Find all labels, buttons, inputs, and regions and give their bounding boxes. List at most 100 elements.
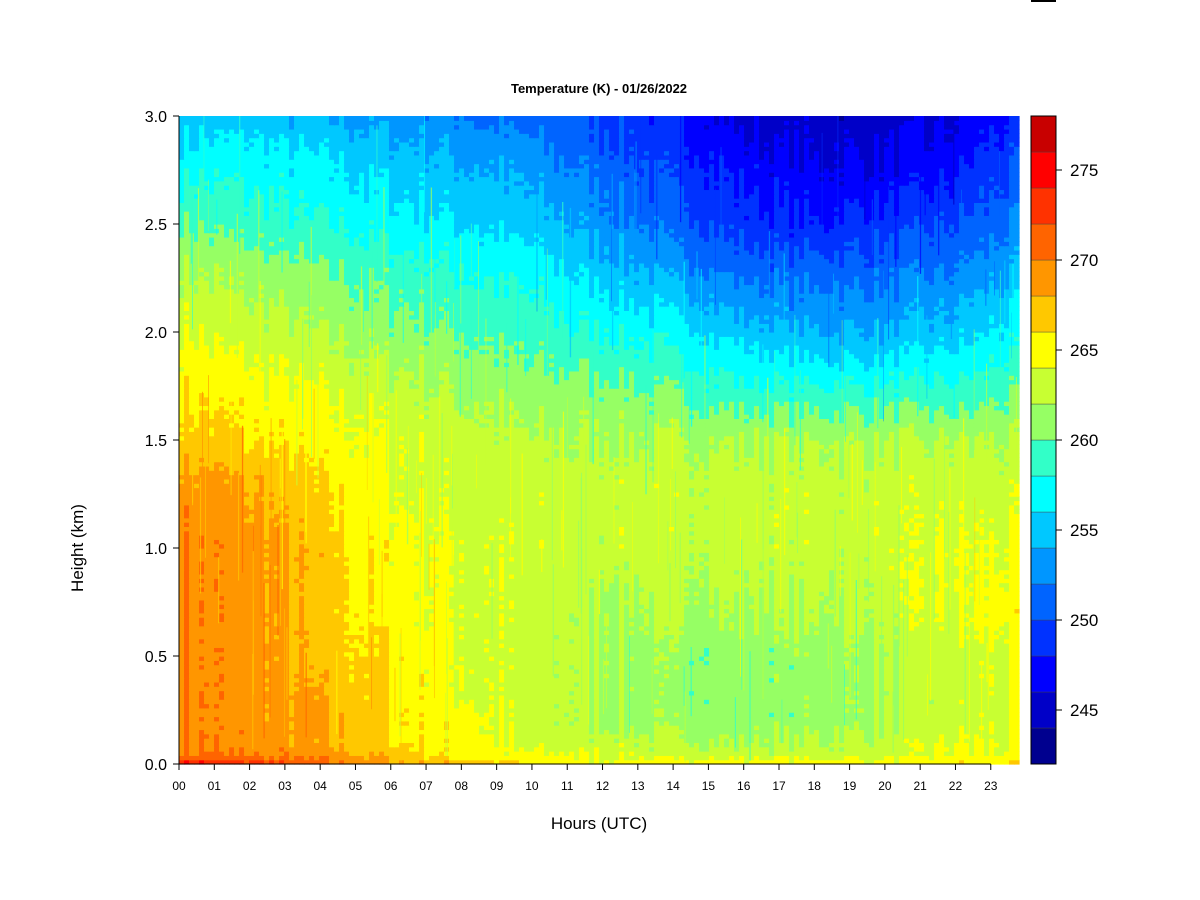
heatmap-cell xyxy=(274,691,280,696)
heatmap-cell xyxy=(414,721,420,726)
heatmap-cell xyxy=(284,712,290,717)
heatmap-cell xyxy=(354,725,360,730)
heatmap-cell xyxy=(609,691,615,696)
heatmap-cell xyxy=(929,716,935,721)
heatmap-cell xyxy=(459,738,465,743)
heatmap-cell xyxy=(1009,738,1015,743)
heatmap-cell xyxy=(769,665,775,670)
heatmap-cell xyxy=(224,738,230,743)
heatmap-cell xyxy=(504,747,510,752)
heatmap-cell xyxy=(354,652,360,657)
heatmap-cell xyxy=(774,747,780,752)
heatmap-cell xyxy=(574,729,580,734)
heatmap-cell xyxy=(514,721,520,726)
heatmap-cell xyxy=(684,686,690,691)
heatmap-cell xyxy=(244,747,250,752)
heatmap-cell xyxy=(509,734,515,739)
heatmap-cell xyxy=(254,673,260,678)
heatmap-cell xyxy=(289,738,295,743)
heatmap-cell xyxy=(789,682,795,687)
heatmap-cell xyxy=(274,751,280,756)
heatmap-cell xyxy=(789,721,795,726)
heatmap-cell xyxy=(724,652,730,657)
heatmap-cell xyxy=(209,747,215,752)
heatmap-cell xyxy=(959,729,965,734)
heatmap-cell xyxy=(304,751,310,756)
heatmap-cell xyxy=(334,639,340,644)
heatmap-cell xyxy=(869,695,875,700)
heatmap-cell xyxy=(834,656,840,661)
heatmap-cell xyxy=(789,660,795,665)
heatmap-cell xyxy=(744,669,750,674)
heatmap-cell xyxy=(289,691,295,696)
heatmap-cell xyxy=(224,742,230,747)
heatmap-cell xyxy=(799,686,805,691)
heatmap-cell xyxy=(379,695,385,700)
heatmap-cell xyxy=(509,678,515,683)
heatmap-cell xyxy=(469,716,475,721)
heatmap-cell xyxy=(594,665,600,670)
heatmap-cell xyxy=(329,652,335,657)
heatmap-cell xyxy=(484,747,490,752)
heatmap-cell xyxy=(894,669,900,674)
heatmap-cell xyxy=(549,678,555,683)
heatmap-cell xyxy=(674,673,680,678)
heatmap-cell xyxy=(949,712,955,717)
heatmap-cell xyxy=(449,716,455,721)
heatmap-cell xyxy=(319,725,325,730)
heatmap-cell xyxy=(669,742,675,747)
heatmap-cell xyxy=(984,738,990,743)
heatmap-cell xyxy=(809,686,815,691)
heatmap-cell xyxy=(729,725,735,730)
heatmap-cell xyxy=(919,669,925,674)
heatmap-cell xyxy=(934,647,940,652)
heatmap-cell xyxy=(634,673,640,678)
heatmap-cell xyxy=(664,734,670,739)
heatmap-cell xyxy=(649,652,655,657)
heatmap-cell xyxy=(199,691,205,696)
heatmap-cell xyxy=(814,643,820,648)
heatmap-cell xyxy=(229,643,235,648)
heatmap-cell xyxy=(864,660,870,665)
heatmap-cell xyxy=(839,665,845,670)
heatmap-cell xyxy=(264,691,270,696)
heatmap-cell xyxy=(934,704,940,709)
heatmap-cell xyxy=(694,643,700,648)
heatmap-cell xyxy=(944,695,950,700)
heatmap-cell xyxy=(809,699,815,704)
heatmap-cell xyxy=(784,704,790,709)
heatmap-cell xyxy=(644,682,650,687)
heatmap-cell xyxy=(224,721,230,726)
heatmap-cell xyxy=(469,751,475,756)
heatmap-cell xyxy=(944,751,950,756)
heatmap-cell xyxy=(1014,742,1020,747)
heatmap-cell xyxy=(1004,760,1010,765)
heatmap-cell xyxy=(179,721,185,726)
heatmap-cell xyxy=(769,729,775,734)
heatmap-cell xyxy=(999,699,1005,704)
heatmap-cell xyxy=(219,712,225,717)
heatmap-cell xyxy=(184,755,190,760)
heatmap-cell xyxy=(959,704,965,709)
heatmap-cell xyxy=(319,686,325,691)
heatmap-cell xyxy=(679,729,685,734)
heatmap-cell xyxy=(384,673,390,678)
heatmap-cell xyxy=(654,652,660,657)
heatmap-cell xyxy=(179,682,185,687)
heatmap-cell xyxy=(794,725,800,730)
heatmap-cell xyxy=(319,639,325,644)
heatmap-cell xyxy=(364,691,370,696)
heatmap-cell xyxy=(859,738,865,743)
heatmap-cell xyxy=(914,665,920,670)
heatmap-cell xyxy=(729,647,735,652)
heatmap-cell xyxy=(719,708,725,713)
heatmap-cell xyxy=(769,686,775,691)
heatmap-cell xyxy=(504,678,510,683)
heatmap-cell xyxy=(694,755,700,760)
heatmap-cell xyxy=(534,665,540,670)
heatmap-cell xyxy=(769,673,775,678)
heatmap-cell xyxy=(564,669,570,674)
heatmap-cell xyxy=(654,643,660,648)
heatmap-cell xyxy=(589,755,595,760)
heatmap-cell xyxy=(579,742,585,747)
